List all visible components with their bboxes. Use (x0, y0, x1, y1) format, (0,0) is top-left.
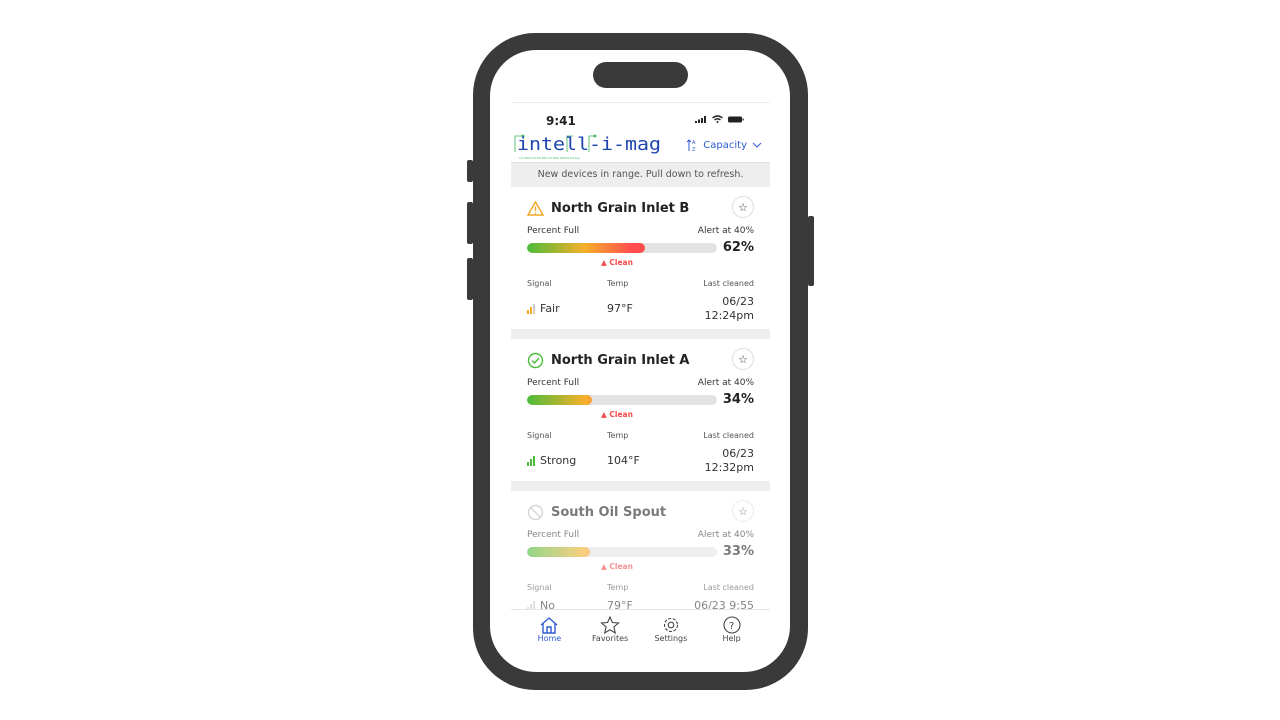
device-name: North Grain Inlet B (551, 200, 690, 216)
signal-strength-icon (527, 601, 535, 609)
svg-text:A: A (692, 140, 696, 146)
tab-label: Help (722, 634, 741, 643)
tab-settings[interactable]: Settings (646, 610, 696, 667)
percent-full-label: Percent Full (527, 530, 580, 540)
clean-label: Clean (609, 410, 633, 419)
chevron-down-icon (752, 142, 762, 148)
help-icon: ? (723, 616, 741, 634)
device-card[interactable]: North Grain Inlet A ☆ Percent Full Alert … (511, 339, 770, 481)
gear-icon (663, 617, 678, 633)
check-circle-icon (527, 352, 544, 368)
screen: 9:41 intell-i-mag U.S. Patent 10,543,860… (490, 50, 790, 672)
temp-label: Temp (607, 583, 629, 592)
intell-i-mag-logo: intell-i-mag U.S. Patent 10,543,860 and … (514, 134, 661, 160)
warning-icon (527, 200, 544, 216)
tab-label: Home (537, 634, 562, 643)
svg-text:intell-i-mag: intell-i-mag (517, 134, 661, 155)
wifi-icon (712, 115, 723, 123)
home-icon (540, 617, 558, 634)
device-card[interactable]: North Grain Inlet B ☆ Percent Full Alert … (511, 187, 770, 329)
temp-label: Temp (607, 279, 629, 288)
percent-value: 34% (722, 392, 754, 407)
capacity-bar (527, 546, 717, 557)
clock: 9:41 (546, 114, 576, 128)
device-name: South Oil Spout (551, 504, 667, 520)
volume-up-button (467, 202, 473, 244)
svg-text:U.S. Patent 10,543,860 and Oth: U.S. Patent 10,543,860 and Other Patents… (519, 157, 580, 160)
favorite-button[interactable]: ☆ (732, 196, 754, 218)
clean-label: Clean (609, 562, 633, 571)
signal-strength-icon (527, 456, 535, 466)
app: 9:41 intell-i-mag U.S. Patent 10,543,860… (511, 102, 770, 667)
tab-label: Favorites (592, 634, 629, 643)
cellular-signal-icon (695, 115, 706, 123)
last-cleaned-label: Last cleaned (703, 431, 754, 440)
favorite-button[interactable]: ☆ (732, 348, 754, 370)
percent-full-label: Percent Full (527, 378, 580, 388)
capacity-bar-fill (527, 546, 590, 557)
star-icon (600, 616, 620, 634)
star-icon: ☆ (738, 352, 748, 366)
capacity-bar (527, 394, 717, 405)
alert-threshold: Alert at 40% (697, 378, 754, 388)
svg-text:Z: Z (692, 147, 696, 152)
device-card[interactable]: South Oil Spout ☆ Percent Full Alert at 4… (511, 491, 770, 609)
alert-threshold: Alert at 40% (697, 530, 754, 540)
capacity-bar (527, 242, 717, 253)
signal-label: Signal (527, 431, 552, 440)
volume-down-button (467, 258, 473, 300)
tab-bar: Home Favorites Settings ? Help (511, 609, 770, 667)
clean-alert: ▲ Clean (601, 562, 633, 571)
mute-switch (467, 160, 473, 182)
sort-az-icon: AZ (686, 139, 696, 152)
signal-strength-icon (527, 304, 535, 314)
last-cleaned-label: Last cleaned (703, 583, 754, 592)
card-separator (511, 481, 770, 491)
favorite-button[interactable]: ☆ (732, 500, 754, 522)
tab-label: Settings (654, 634, 688, 643)
signal-label: Signal (527, 279, 552, 288)
power-button (808, 216, 814, 286)
signal-value: Strong (540, 454, 577, 467)
tab-home[interactable]: Home (524, 610, 574, 667)
app-header: intell-i-mag U.S. Patent 10,543,860 and … (511, 129, 770, 163)
dynamic-island (593, 62, 688, 88)
card-separator (511, 329, 770, 339)
temp-value: 79°F (607, 599, 633, 609)
alert-threshold: Alert at 40% (697, 226, 754, 236)
temp-value: 104°F (607, 454, 640, 467)
percent-full-label: Percent Full (527, 226, 580, 236)
sort-label: Capacity (703, 139, 747, 151)
temp-label: Temp (607, 431, 629, 440)
percent-value: 33% (722, 544, 754, 559)
device-name: North Grain Inlet A (551, 352, 690, 368)
percent-value: 62% (722, 240, 754, 255)
clean-alert: ▲ Clean (601, 410, 633, 419)
star-icon: ☆ (738, 200, 748, 214)
last-cleaned-value: 06/23 12:32pm (704, 447, 754, 474)
status-bar: 9:41 (511, 103, 770, 129)
temp-value: 97°F (607, 302, 633, 315)
clean-label: Clean (609, 258, 633, 267)
clean-alert: ▲ Clean (601, 258, 633, 267)
tab-help[interactable]: ? Help (707, 610, 757, 667)
signal-label: Signal (527, 583, 552, 592)
refresh-banner: New devices in range. Pull down to refre… (511, 163, 770, 187)
svg-text:?: ? (729, 621, 734, 632)
capacity-bar-fill (527, 394, 592, 405)
last-cleaned-label: Last cleaned (703, 279, 754, 288)
last-cleaned-value: 06/23 12:24pm (704, 295, 754, 322)
battery-icon (728, 116, 744, 122)
last-cleaned-value: 06/23 9:55 (694, 599, 754, 609)
scroll-content[interactable]: 9:41 intell-i-mag U.S. Patent 10,543,860… (511, 103, 770, 609)
star-icon: ☆ (738, 504, 748, 518)
disabled-icon (527, 504, 544, 520)
capacity-bar-fill (527, 242, 645, 253)
signal-value: Fair (540, 302, 560, 315)
tab-favorites[interactable]: Favorites (585, 610, 635, 667)
signal-value: No (540, 599, 555, 609)
